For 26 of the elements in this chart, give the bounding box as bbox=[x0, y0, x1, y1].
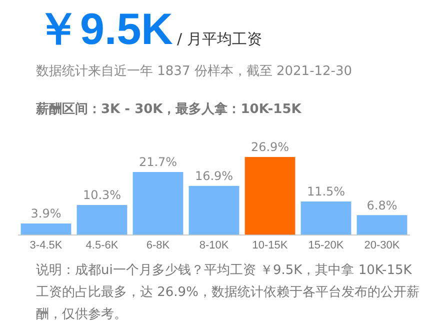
bar bbox=[300, 202, 352, 235]
bar bbox=[20, 224, 72, 235]
chart-title: ￥9.5K bbox=[36, 5, 173, 54]
data-label: 6.8% bbox=[366, 198, 398, 212]
bar bbox=[76, 205, 128, 235]
x-tick-label: 3-4.5K bbox=[30, 239, 63, 252]
data-label: 10.3% bbox=[82, 188, 122, 202]
x-tick-label: 8-10K bbox=[199, 239, 230, 252]
text: 说明：成都ui一个月多少钱？平均工资 ￥9.5K，其中拿 10K-15K 工资的占比最多，达 26.9%，数据统计依赖于各平台发布的公开薪酬，仅供参考。 bbox=[36, 262, 420, 324]
bar bbox=[244, 156, 296, 235]
bar bbox=[132, 172, 184, 235]
x-tick-label: 6-8K bbox=[146, 239, 170, 252]
data-label: 21.7% bbox=[138, 155, 178, 170]
data-label: 26.9% bbox=[250, 140, 290, 154]
bar bbox=[188, 186, 240, 235]
data-label: 3.9% bbox=[30, 206, 62, 221]
x-tick-label: 15-20K bbox=[308, 239, 344, 252]
x-tick-label: 4.5-6K bbox=[86, 239, 119, 252]
text: 薪酬区间：3K - 30K，最多人拿：10K-15K bbox=[36, 101, 302, 118]
bar bbox=[356, 215, 408, 235]
chart-subtitle: / 月平均工资 bbox=[176, 30, 262, 48]
x-tick-label: 10-15K bbox=[252, 239, 288, 252]
x-tick-label: 20-30K bbox=[364, 239, 400, 252]
data-label: 16.9% bbox=[194, 169, 234, 184]
text: 数据统计来自近一年 1837 份样本，截至 2021-12-30 bbox=[36, 63, 352, 80]
data-label: 11.5% bbox=[306, 184, 346, 199]
